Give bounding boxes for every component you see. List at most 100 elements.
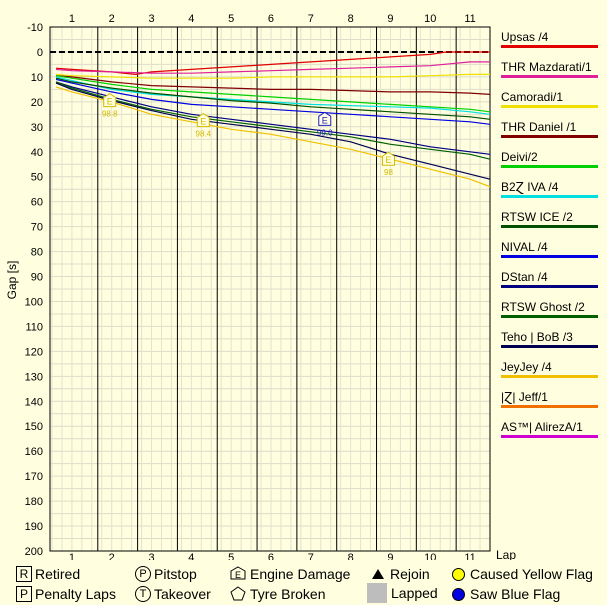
- series-line-5: [55, 76, 491, 115]
- pitstop-icon: P: [135, 566, 151, 582]
- legend-entry: THR Daniel /1: [501, 120, 607, 150]
- engine-damage-letter: E: [200, 117, 206, 127]
- legend-entry: RTSW Ghost /2: [501, 300, 607, 330]
- lap-chart: -100102030405060708090100110120130140150…: [5, 13, 516, 560]
- legend-entry: Camoradi/1: [501, 90, 607, 120]
- pit-lap-lines: [97, 27, 457, 551]
- legend-label: DStan /4: [501, 270, 548, 284]
- x-tick-label-top: 4: [188, 13, 194, 25]
- takeover-icon: T: [135, 586, 151, 602]
- key-penalty-label: Penalty Laps: [35, 586, 116, 602]
- x-tick-label-top: 5: [228, 13, 234, 25]
- y-tick-label: 90: [31, 272, 43, 284]
- yellow-flag-icon: [452, 567, 465, 581]
- y-tick-label: 50: [31, 172, 43, 184]
- legend-entry: Teho | BoB /3: [501, 330, 607, 360]
- series-lines: [55, 51, 491, 188]
- x-tick-label-bottom: 6: [268, 552, 274, 560]
- plot-border: [49, 26, 491, 552]
- key-penalty: P Penalty Laps: [16, 586, 116, 602]
- legend-swatch: [501, 435, 598, 438]
- y-tick-label: 110: [25, 321, 43, 333]
- penalty-icon: P: [16, 586, 32, 602]
- y-tick-label: 130: [25, 371, 43, 383]
- engine-damage-marker: [381, 151, 395, 166]
- legend-swatch: [501, 195, 598, 198]
- legend-label: AS™| AlirezA/1: [501, 420, 583, 434]
- legend-entry: THR Mazdarati/1: [501, 60, 607, 90]
- engine-damage-marker: [318, 111, 332, 126]
- legend-label: JeyJey /4: [501, 360, 552, 374]
- engine-damage-value: 98.4: [196, 130, 212, 139]
- key-engine-label: Engine Damage: [250, 566, 351, 582]
- y-tick-label: 40: [31, 147, 43, 159]
- legend-label: RTSW ICE /2: [501, 210, 573, 224]
- svg-text:E: E: [235, 570, 241, 580]
- legend-swatch: [501, 285, 598, 288]
- legend-swatch: [501, 75, 598, 78]
- key-rejoin-label: Rejoin: [390, 566, 430, 582]
- series-line-6: [55, 77, 491, 120]
- legend-entry: NIVAL /4: [501, 240, 607, 270]
- x-tick-label-bottom: 9: [387, 552, 393, 560]
- legend-label: Upsas /4: [501, 30, 549, 44]
- key-yellow-label: Caused Yellow Flag: [470, 566, 593, 582]
- legend-label: B2Ɀ IVA /4: [501, 180, 559, 194]
- engine-damage-value: 99.0: [317, 128, 333, 137]
- x-tick-label-top: 2: [109, 13, 115, 25]
- y-tick-label: 190: [25, 521, 43, 533]
- legend-entry: RTSW ICE /2: [501, 210, 607, 240]
- y-tick-label: 10: [31, 72, 43, 84]
- x-tick-label-top: 8: [348, 13, 354, 25]
- legend-entry: JeyJey /4: [501, 360, 607, 390]
- x-tick-label-top: 6: [268, 13, 274, 25]
- legend-entry: Upsas /4: [501, 30, 607, 60]
- legend-entry: |Ɀ| Jeff/1: [501, 390, 607, 420]
- engine-damage-marker: [196, 112, 210, 128]
- legend-swatch: [501, 165, 598, 168]
- legend-swatch: [501, 255, 598, 258]
- legend-swatch: [501, 405, 598, 408]
- lapped-icon: [367, 583, 387, 603]
- y-tick-label: 200: [25, 546, 43, 558]
- series-line-7: [55, 78, 491, 125]
- x-tick-label-bottom: 7: [308, 552, 314, 560]
- axes: -100102030405060708090100110120130140150…: [25, 13, 491, 560]
- x-tick-label-top: 10: [424, 13, 436, 25]
- legend-label: Deivi/2: [501, 150, 538, 164]
- engine-damage-value: 98: [384, 168, 393, 177]
- legend-swatch: [501, 105, 598, 108]
- y-tick-label: 170: [25, 471, 43, 483]
- legend-swatch: [501, 315, 598, 318]
- blue-flag-icon: [452, 587, 465, 601]
- legend-label: Teho | BoB /3: [501, 330, 573, 344]
- x-tick-label-top: 1: [69, 13, 75, 25]
- x-tick-label-bottom: 1: [69, 552, 75, 560]
- y-tick-label: 60: [31, 197, 43, 209]
- key-pitstop-label: Pitstop: [154, 566, 197, 582]
- legend-label: NIVAL /4: [501, 240, 548, 254]
- legend-swatch: [501, 135, 598, 138]
- legend-entry: Deivi/2: [501, 150, 607, 180]
- key-retired-label: Retired: [35, 566, 81, 582]
- engine-damage-letter: E: [107, 97, 113, 107]
- series-line-2: [55, 73, 490, 79]
- y-tick-label: 160: [25, 446, 43, 458]
- key-yellow: Caused Yellow Flag: [452, 566, 593, 582]
- legend-entry: DStan /4: [501, 270, 607, 300]
- retired-icon: R: [16, 566, 32, 582]
- engine-damage-icon: E: [230, 566, 246, 580]
- y-tick-label: 70: [31, 222, 43, 234]
- x-tick-label-bottom: 3: [148, 552, 154, 560]
- legend-entry: AS™| AlirezA/1: [501, 420, 607, 450]
- y-tick-label: 120: [25, 346, 43, 358]
- engine-damage-value: 98.8: [102, 110, 118, 119]
- y-tick-label: 30: [31, 122, 43, 134]
- key-lapped-label: Lapped: [391, 585, 438, 601]
- key-blue: Saw Blue Flag: [452, 586, 560, 602]
- x-tick-label-top: 7: [308, 13, 314, 25]
- x-tick-label-bottom: 4: [188, 552, 194, 560]
- legend-label: Camoradi/1: [501, 90, 564, 104]
- key-tyre-label: Tyre Broken: [250, 586, 326, 602]
- legend-swatch: [501, 375, 598, 378]
